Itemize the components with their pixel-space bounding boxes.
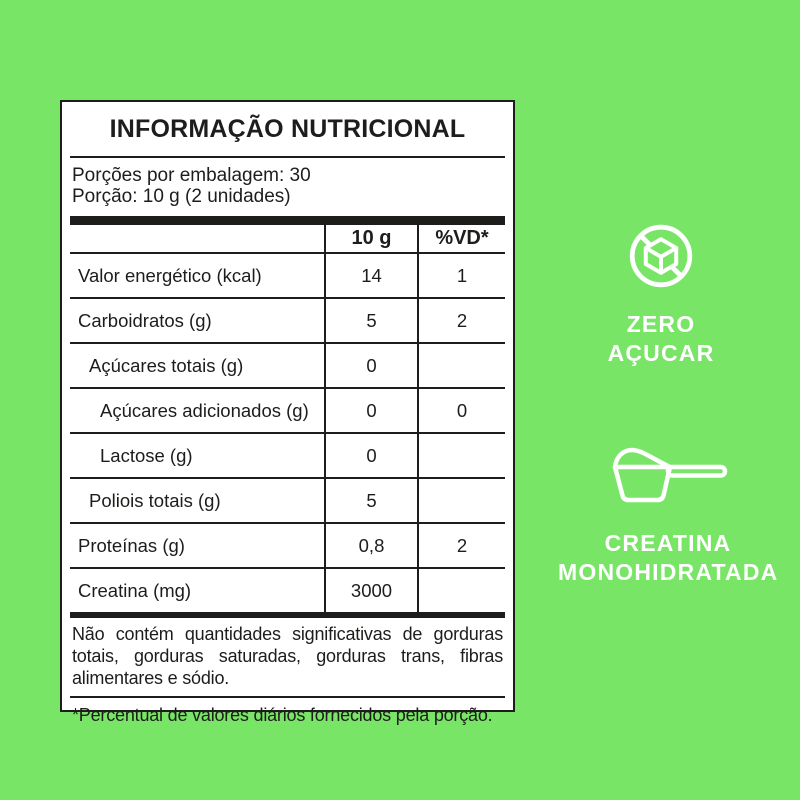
nutrient-label: Lactose (g): [100, 444, 193, 466]
no-significant-amounts-note: Não contém quantidades significativas de…: [72, 624, 503, 688]
nutrition-table: 10 g %VD* Valor energético (kcal) 14 1 C…: [70, 225, 505, 612]
nutrient-vd: [417, 344, 505, 387]
no-sugar-icon: [566, 216, 756, 296]
nutrient-vd: [417, 479, 505, 522]
nutrient-amount: 3000: [324, 569, 417, 612]
nutrient-amount: 5: [324, 299, 417, 342]
nutrient-vd: 0: [417, 389, 505, 432]
nutrient-label: Creatina (mg): [78, 579, 192, 601]
nutrient-amount: 0: [324, 344, 417, 387]
daily-value-note: *Percentual de valores diários fornecido…: [72, 705, 493, 725]
nutrient-label: Açúcares adicionados (g): [100, 399, 309, 421]
header-vd: %VD*: [417, 225, 505, 252]
nutrient-vd: [417, 434, 505, 477]
nutrient-vd: [417, 569, 505, 612]
badge-label: MONOHIDRATADA: [558, 559, 779, 585]
nutrient-label: Poliois totais (g): [89, 489, 221, 511]
badge-label: CREATINA: [604, 530, 732, 556]
creatine-badge: CREATINA MONOHIDRATADA: [558, 437, 778, 587]
table-row: Açúcares totais (g) 0: [70, 342, 505, 387]
nutrient-label: Carboidratos (g): [78, 309, 212, 331]
thick-divider: [70, 612, 505, 618]
header-amount: 10 g: [324, 225, 417, 252]
divider: [70, 156, 505, 158]
nutrient-label: Proteínas (g): [78, 534, 185, 556]
badge-label: ZERO: [626, 311, 696, 337]
panel-title: INFORMAÇÃO NUTRICIONAL: [109, 115, 466, 143]
nutrient-amount: 14: [324, 254, 417, 297]
nutrient-label: Valor energético (kcal): [78, 264, 262, 286]
table-row: Creatina (mg) 3000: [70, 567, 505, 612]
table-row: Lactose (g) 0: [70, 432, 505, 477]
thick-divider: [70, 216, 505, 225]
table-row: Poliois totais (g) 5: [70, 477, 505, 522]
nutrient-amount: 5: [324, 479, 417, 522]
zero-sugar-badge: ZERO AÇUCAR: [566, 216, 756, 368]
creatine-labels: CREATINA MONOHIDRATADA: [558, 529, 778, 587]
servings-info: Porções por embalagem: 30 Porção: 10 g (…: [70, 158, 505, 216]
table-row: Carboidratos (g) 5 2: [70, 297, 505, 342]
serving-size: Porção: 10 g (2 unidades): [72, 186, 291, 207]
scoop-icon: [558, 437, 778, 507]
nutrient-amount: 0,8: [324, 524, 417, 567]
nutrient-amount: 0: [324, 389, 417, 432]
table-row: Proteínas (g) 0,8 2: [70, 522, 505, 567]
servings-per-package: Porções por embalagem: 30: [72, 165, 311, 186]
divider: [70, 696, 505, 698]
nutrition-facts-panel: INFORMAÇÃO NUTRICIONAL Porções por embal…: [60, 100, 515, 725]
table-row: Açúcares adicionados (g) 0 0: [70, 387, 505, 432]
nutrient-vd: 2: [417, 299, 505, 342]
header-empty: [70, 225, 324, 252]
nutrient-vd: 2: [417, 524, 505, 567]
nutrient-amount: 0: [324, 434, 417, 477]
table-row: Valor energético (kcal) 14 1: [70, 252, 505, 297]
zero-sugar-labels: ZERO AÇUCAR: [566, 310, 756, 368]
nutrient-label: Açúcares totais (g): [89, 354, 244, 376]
badge-label: AÇUCAR: [607, 340, 715, 366]
nutrient-vd: 1: [417, 254, 505, 297]
table-header-row: 10 g %VD*: [70, 225, 505, 252]
